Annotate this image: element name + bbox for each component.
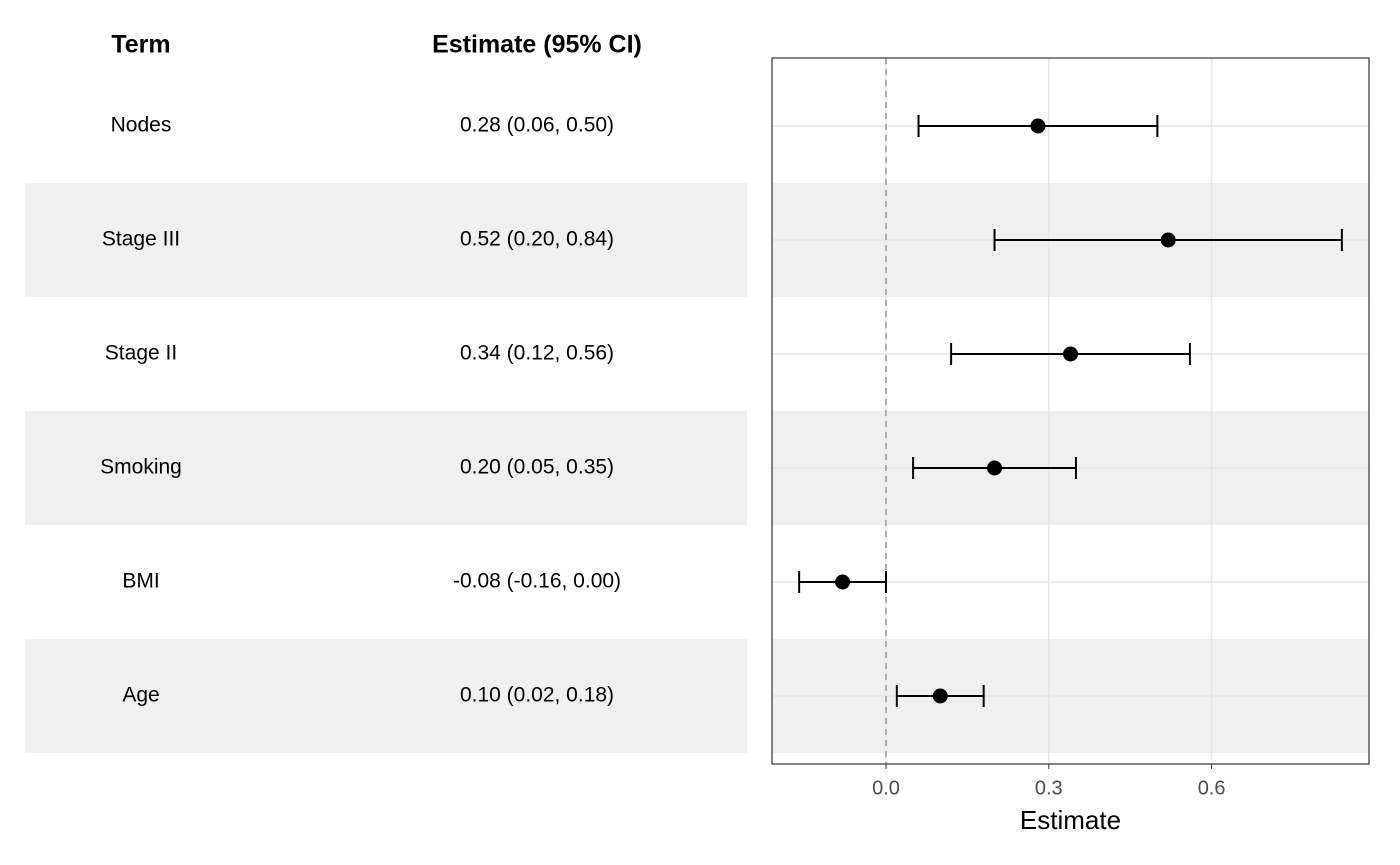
term-label: Age	[122, 684, 159, 707]
x-tick-label: 0.3	[1035, 777, 1063, 799]
term-label: Smoking	[100, 456, 182, 479]
estimate-label: 0.52 (0.20, 0.84)	[460, 228, 614, 251]
x-axis-title: Estimate	[1020, 805, 1121, 835]
estimate-label: 0.20 (0.05, 0.35)	[460, 456, 614, 479]
term-label: BMI	[122, 570, 159, 593]
estimate-label: 0.10 (0.02, 0.18)	[460, 684, 614, 707]
column-header: Term	[111, 31, 170, 59]
estimate-label: 0.28 (0.06, 0.50)	[460, 114, 614, 137]
column-header: Estimate (95% CI)	[432, 31, 642, 59]
estimate-label: 0.34 (0.12, 0.56)	[460, 342, 614, 365]
point	[1160, 232, 1176, 248]
table-stripe	[25, 183, 747, 297]
term-label: Nodes	[111, 114, 172, 137]
point	[1063, 346, 1078, 362]
point	[835, 574, 851, 590]
x-tick-label: 0.6	[1198, 777, 1226, 799]
term-label: Stage III	[102, 228, 180, 251]
term-label: Stage II	[105, 342, 177, 365]
estimate-label: -0.08 (-0.16, 0.00)	[453, 570, 621, 593]
point	[1030, 118, 1046, 134]
table-stripe	[25, 411, 747, 525]
panel-border	[771, 57, 1370, 765]
table-stripe	[25, 639, 747, 753]
x-tick-label: 0.0	[872, 777, 900, 799]
point	[987, 460, 1003, 476]
point	[932, 688, 948, 704]
